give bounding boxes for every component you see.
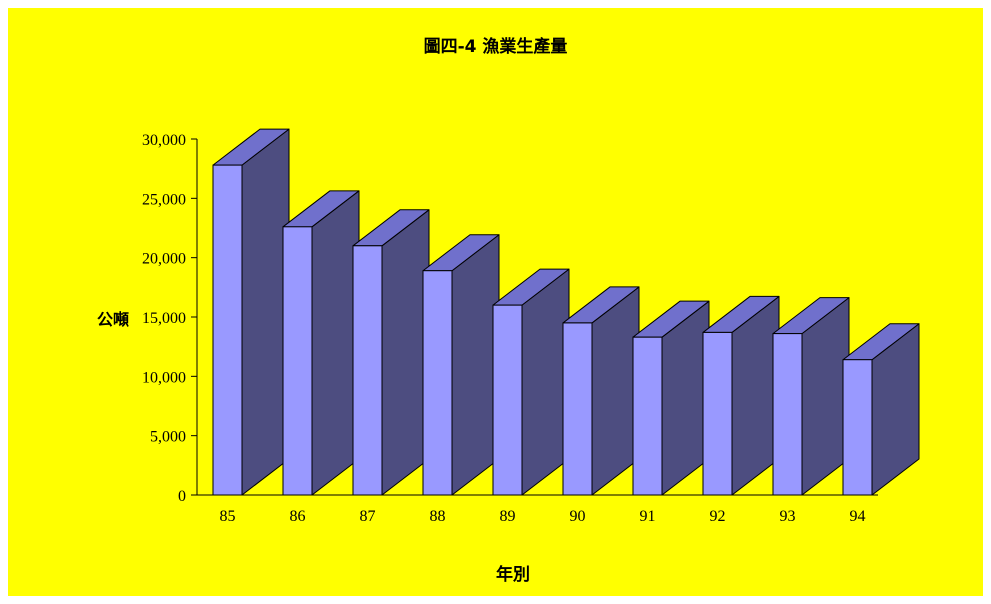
bar-93	[772, 297, 850, 496]
bar	[772, 333, 803, 496]
bar	[492, 304, 523, 496]
bar-92	[702, 295, 780, 496]
x-tick-label: 87	[360, 508, 376, 525]
x-axis-label: 年別	[496, 565, 530, 585]
y-tick-label: 10,000	[142, 369, 186, 386]
bar-88	[422, 234, 500, 496]
bar-91	[632, 300, 710, 496]
chart-title: 圖四-4 漁業生產量	[423, 37, 568, 57]
x-tick-label: 85	[220, 508, 236, 525]
bar	[212, 164, 243, 496]
bar-side	[311, 190, 360, 496]
x-tick-label: 88	[430, 508, 446, 525]
axes-layer: 0 5,000 10,000 15,000 20,000 25,000 30,000 85 86…	[142, 132, 878, 525]
bar-94	[842, 323, 920, 496]
bar	[632, 336, 663, 496]
x-tick-label: 91	[640, 508, 656, 525]
bar-85	[212, 128, 290, 496]
y-axis-label: 公噸	[97, 310, 130, 329]
bar-side	[451, 234, 500, 496]
bar	[422, 270, 453, 496]
x-tick-label: 94	[850, 508, 866, 525]
bar-side	[521, 268, 570, 496]
y-tick-label: 25,000	[142, 191, 186, 208]
y-tick-label: 20,000	[142, 251, 186, 268]
bar-86	[282, 190, 360, 496]
x-tick-label: 89	[500, 508, 516, 525]
x-tick-label: 92	[710, 508, 726, 525]
bar-side	[241, 128, 290, 496]
bar	[562, 322, 593, 496]
bar-90	[562, 286, 640, 496]
bars-layer	[212, 128, 920, 496]
y-tick-label: 5,000	[150, 429, 186, 446]
bar	[842, 359, 873, 496]
x-tick-label: 90	[570, 508, 586, 525]
bar	[352, 245, 383, 496]
bar	[282, 226, 313, 496]
bar-side	[381, 209, 430, 496]
bar-87	[352, 209, 430, 496]
x-tick-label: 93	[780, 508, 796, 525]
bar-89	[492, 268, 570, 496]
y-tick-label: 30,000	[142, 132, 186, 149]
y-tick-label: 0	[178, 488, 186, 505]
x-tick-label: 86	[290, 508, 306, 525]
bar	[702, 331, 733, 496]
y-tick-label: 15,000	[142, 310, 186, 327]
